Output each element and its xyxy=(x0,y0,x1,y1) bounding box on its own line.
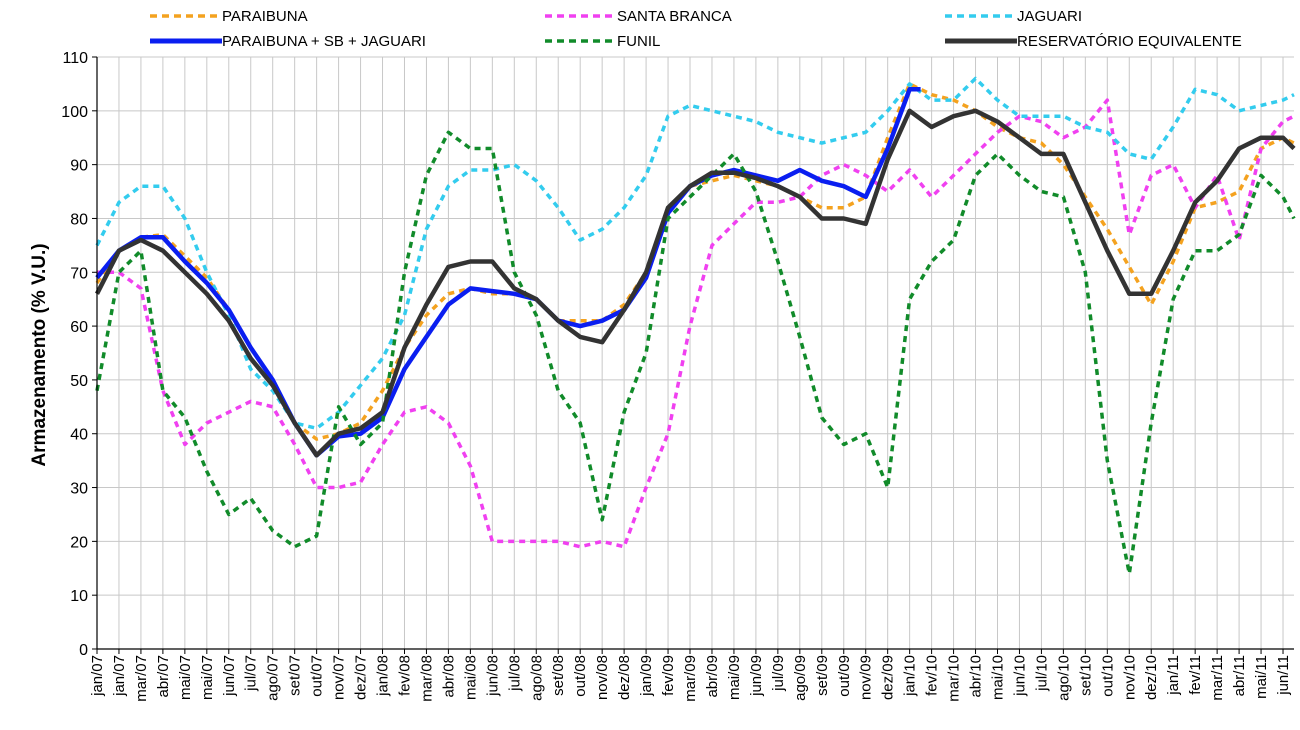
series-line-paraibuna-sb-jaguari xyxy=(95,87,921,458)
y-tick-label: 40 xyxy=(70,427,88,444)
x-tick-label: mai/07 xyxy=(177,655,194,700)
legend-item-funil: FUNIL xyxy=(545,31,660,51)
y-tick-label: 110 xyxy=(62,50,88,67)
x-tick-label: mai/09 xyxy=(726,655,743,700)
x-tick-label: fev/08 xyxy=(396,655,413,696)
x-tick-label: jun/09 xyxy=(748,655,765,697)
x-tick-label: jul/10 xyxy=(1033,655,1050,692)
x-tick-label: set/07 xyxy=(287,655,304,696)
x-tick-label: jan/07 xyxy=(111,655,128,697)
plot-area xyxy=(97,57,1294,649)
x-tick-label: mai/08 xyxy=(462,655,479,700)
y-tick-label: 70 xyxy=(70,265,88,282)
y-tick-label: 60 xyxy=(70,319,88,336)
series-line-reservatorio-equivalente xyxy=(94,108,1296,458)
x-tick-label: fev/11 xyxy=(1187,655,1204,695)
x-tick-label: nov/10 xyxy=(1121,655,1138,700)
x-tick-label: out/09 xyxy=(836,655,853,697)
x-tick-label: dez/09 xyxy=(880,655,897,700)
legend-label-santa-branca: SANTA BRANCA xyxy=(617,7,732,25)
x-tick-label: dez/08 xyxy=(616,655,633,700)
legend-swatch-santa-branca xyxy=(545,14,617,18)
legend-swatch-paraibuna-sb-jaguari xyxy=(150,38,222,44)
y-tick-label: 80 xyxy=(70,211,88,228)
legend-item-reservatorio-equivalente: RESERVATÓRIO EQUIVALENTE xyxy=(945,31,1242,51)
x-tick-label: mar/08 xyxy=(418,655,435,702)
x-tick-label: set/10 xyxy=(1077,655,1094,696)
x-tick-label: jan/09 xyxy=(638,655,655,697)
x-tick-label: jan/11 xyxy=(1165,655,1182,696)
y-tick-label: 20 xyxy=(70,534,88,551)
y-axis-label: Armazenamento (% V.U.) xyxy=(29,243,50,466)
x-tick-label: mar/07 xyxy=(133,655,150,702)
legend-swatch-reservatorio-equivalente xyxy=(945,38,1017,44)
chart-series xyxy=(94,76,1296,576)
series-line-funil xyxy=(95,130,1296,576)
y-tick-label: 0 xyxy=(79,642,88,659)
x-tick-label: jun/08 xyxy=(484,655,501,697)
y-tick-label: 50 xyxy=(70,373,88,390)
chart-legend: PARAIBUNA SANTA BRANCA JAGUARI PARAIBUNA… xyxy=(0,0,1300,56)
x-tick-label: jun/11 xyxy=(1275,655,1292,696)
x-tick-label: ago/09 xyxy=(792,655,809,701)
x-tick-label: abr/08 xyxy=(440,655,457,698)
x-tick-label: nov/09 xyxy=(858,655,875,700)
legend-swatch-funil xyxy=(545,39,617,43)
x-tick-label: jul/09 xyxy=(770,655,787,692)
x-tick-label: set/09 xyxy=(814,655,831,696)
x-tick-label: abr/07 xyxy=(155,655,172,698)
y-tick-label: 10 xyxy=(70,588,88,605)
x-tick-label: nov/07 xyxy=(331,655,348,700)
x-tick-label: dez/07 xyxy=(353,655,370,700)
legend-swatch-jaguari xyxy=(945,14,1017,18)
chart-grid xyxy=(96,56,1294,650)
x-tick-label: mar/10 xyxy=(946,655,963,702)
y-tick-label: 30 xyxy=(70,481,88,498)
legend-label-reservatorio-equivalente: RESERVATÓRIO EQUIVALENTE xyxy=(1017,32,1242,50)
x-tick-label: mar/11 xyxy=(1209,655,1226,701)
x-tick-label: mai/11 xyxy=(1253,655,1270,699)
x-tick-label: jun/07 xyxy=(221,655,238,697)
x-tick-label: fev/10 xyxy=(924,655,941,696)
x-tick-label: jan/07 xyxy=(89,655,106,697)
x-tick-label: abr/10 xyxy=(968,655,985,698)
x-tick-label: out/10 xyxy=(1099,655,1116,697)
x-tick-label: jul/08 xyxy=(506,655,523,692)
legend-label-funil: FUNIL xyxy=(617,32,661,50)
x-tick-label: jan/08 xyxy=(375,655,392,697)
x-tick-label: nov/08 xyxy=(594,655,611,700)
x-tick-label: mar/09 xyxy=(682,655,699,702)
x-tick-label: set/08 xyxy=(550,655,567,696)
x-tick-label: abr/09 xyxy=(704,655,721,698)
y-tick-label: 90 xyxy=(70,158,88,175)
legend-label-jaguari: JAGUARI xyxy=(1017,7,1083,25)
x-tick-label: ago/10 xyxy=(1055,655,1072,701)
x-tick-label: fev/09 xyxy=(660,655,677,696)
legend-item-paraibuna: PARAIBUNA xyxy=(150,6,308,26)
x-tick-label: ago/08 xyxy=(528,655,545,701)
x-tick-label: jan/10 xyxy=(902,655,919,697)
x-tick-label: abr/11 xyxy=(1231,655,1248,696)
legend-swatch-paraibuna xyxy=(150,14,222,18)
x-tick-label: dez/10 xyxy=(1143,655,1160,700)
legend-label-paraibuna: PARAIBUNA xyxy=(222,7,308,25)
x-tick-label: mai/10 xyxy=(989,655,1006,700)
series-line-jaguari xyxy=(95,76,1295,431)
x-tick-label: ago/07 xyxy=(265,655,282,701)
x-tick-label: jul/07 xyxy=(243,655,260,692)
legend-item-jaguari: JAGUARI xyxy=(945,6,1082,26)
legend-item-santa-branca: SANTA BRANCA xyxy=(545,6,732,26)
x-tick-label: mai/07 xyxy=(199,655,216,700)
x-tick-label: out/08 xyxy=(572,655,589,697)
legend-label-paraibuna-sb-jaguari: PARAIBUNA + SB + JAGUARI xyxy=(222,32,426,50)
x-tick-label: out/07 xyxy=(309,655,326,697)
series-line-santa-branca xyxy=(97,98,1295,549)
y-tick-label: 100 xyxy=(61,104,88,121)
legend-item-paraibuna-sb-jaguari: PARAIBUNA + SB + JAGUARI xyxy=(150,31,426,51)
x-tick-label: jun/10 xyxy=(1011,655,1028,697)
chart-axes: 0 10 20 30 40 50 60 70 80 90 100 110 jan/07 jan/07 mar… xyxy=(61,50,1294,702)
